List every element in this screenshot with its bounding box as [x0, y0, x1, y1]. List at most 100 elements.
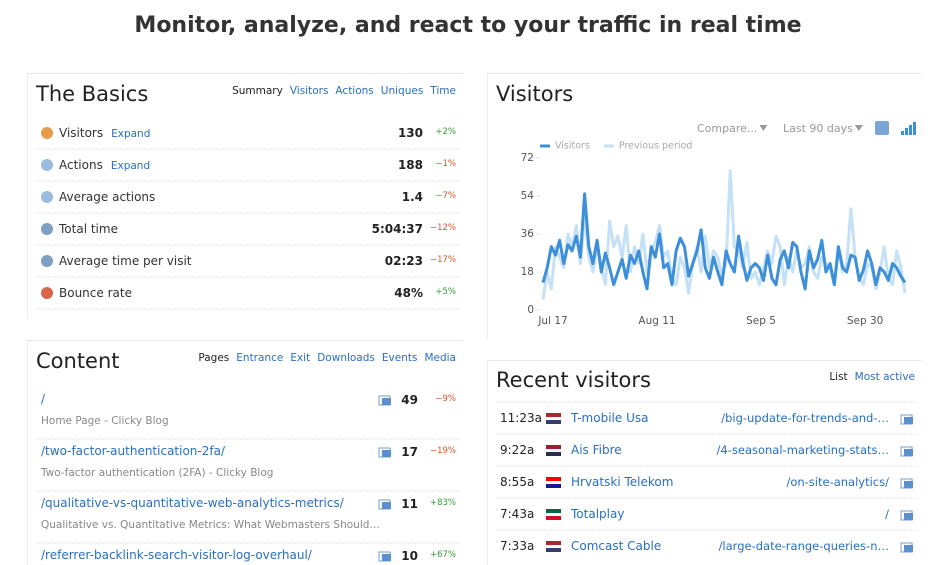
- chart-type-icon: [913, 122, 916, 135]
- export-icon: [875, 121, 889, 135]
- visitor-name[interactable]: T-mobile Usa: [571, 411, 649, 425]
- row-change: −19%: [429, 446, 456, 456]
- row-change: −1%: [435, 159, 456, 169]
- expand-link[interactable]: Expand: [111, 128, 151, 140]
- y-tick-label: 36: [521, 228, 535, 240]
- tab[interactable]: Visitors: [289, 85, 329, 97]
- tab[interactable]: Events: [381, 352, 418, 364]
- visitor-page[interactable]: /4-seasonal-marketing-stats…: [716, 443, 889, 457]
- popup-icon: [382, 398, 391, 405]
- row-value: 17: [401, 445, 418, 459]
- visitor-page[interactable]: /big-update-for-trends-and-…: [721, 411, 889, 425]
- row-change: +2%: [435, 127, 456, 137]
- row-value: 10: [401, 549, 418, 563]
- page-link[interactable]: /two-factor-authentication-2fa/: [41, 444, 225, 458]
- row-change: +83%: [429, 498, 456, 508]
- data-line: [541, 192, 907, 291]
- page-link[interactable]: /referrer-backlink-search-visitor-log-ov…: [41, 548, 312, 562]
- legend-label: Previous period: [619, 141, 692, 152]
- tab[interactable]: Entrance: [236, 352, 284, 364]
- visit-time: 8:55a: [500, 475, 535, 489]
- data-line: [541, 169, 907, 300]
- row-value: 1.4: [401, 190, 423, 204]
- row-label: Bounce rate: [59, 286, 132, 300]
- row-icon: [41, 287, 53, 299]
- tab[interactable]: Actions: [335, 85, 374, 97]
- visitor-page[interactable]: /large-date-range-queries-n…: [718, 539, 889, 553]
- visitor-name[interactable]: Ais Fibre: [571, 443, 622, 457]
- tab[interactable]: Uniques: [380, 85, 424, 97]
- visitors-panel: [487, 73, 921, 339]
- page-link[interactable]: /: [41, 392, 46, 406]
- visit-time: 11:23a: [500, 411, 542, 425]
- flag: [546, 513, 561, 516]
- flag: [546, 445, 561, 449]
- row-value: 188: [397, 158, 423, 172]
- tab[interactable]: Most active: [854, 371, 915, 383]
- range-dropdown[interactable]: Last 90 days: [783, 122, 853, 135]
- row-change: −17%: [429, 255, 456, 265]
- row-value: 130: [397, 126, 423, 140]
- expand-link[interactable]: Expand: [110, 160, 151, 172]
- tab[interactable]: Pages: [198, 352, 230, 364]
- tab[interactable]: Exit: [290, 352, 311, 364]
- row-value: 49: [401, 393, 418, 407]
- visitor-page[interactable]: /on-site-analytics/: [786, 475, 889, 489]
- panel-title: Content: [36, 349, 120, 373]
- x-tick-label: Sep 30: [847, 315, 884, 327]
- visitor-name[interactable]: Hrvatski Telekom: [571, 475, 674, 489]
- chart-type-icon: [909, 125, 912, 135]
- flag: [546, 477, 561, 481]
- row-change: −9%: [435, 394, 456, 404]
- compare-dropdown[interactable]: Compare...: [697, 122, 758, 135]
- page-link[interactable]: /qualitative-vs-quantitative-web-analyti…: [41, 496, 344, 510]
- x-tick-label: Aug 11: [638, 315, 675, 327]
- popup-icon: [904, 449, 913, 456]
- y-tick-label: 54: [521, 190, 535, 202]
- visitor-name[interactable]: Comcast Cable: [571, 539, 662, 553]
- y-tick-label: 18: [521, 266, 534, 278]
- tab[interactable]: Time: [430, 85, 456, 97]
- row-value: 48%: [394, 286, 423, 300]
- tab[interactable]: Downloads: [317, 352, 375, 364]
- y-tick-label: 0: [527, 304, 534, 316]
- flag: [546, 548, 561, 552]
- visit-time: 7:33a: [500, 539, 535, 553]
- visit-time: 7:43a: [500, 507, 535, 521]
- popup-icon: [382, 450, 391, 457]
- tab[interactable]: List: [829, 371, 848, 383]
- recent-panel: [487, 360, 921, 565]
- y-tick-label: 72: [521, 152, 534, 164]
- tab[interactable]: Summary: [232, 85, 283, 97]
- row-icon: [41, 159, 53, 171]
- dropdown-arrow: [854, 125, 863, 131]
- flag: [546, 484, 561, 488]
- flag: [546, 420, 561, 424]
- visitor-page[interactable]: /: [885, 507, 889, 521]
- popup-icon: [904, 545, 913, 552]
- x-tick-label: Sep 5: [746, 315, 776, 327]
- flag: [546, 516, 561, 520]
- row-label: Average time per visit: [59, 254, 192, 268]
- visitor-name[interactable]: Totalplay: [571, 507, 625, 521]
- basics-panel: [27, 73, 463, 319]
- row-change: −12%: [429, 223, 456, 233]
- panel-title: Visitors: [496, 82, 574, 106]
- chart-type-icon: [901, 131, 904, 135]
- row-change: +67%: [429, 550, 456, 560]
- flag: [546, 545, 561, 548]
- chart-type-icon: [905, 128, 908, 135]
- flag: [546, 417, 561, 420]
- page-title-text: Two-factor authentication (2FA) - Clicky…: [41, 467, 274, 479]
- panel-title: The Basics: [36, 82, 149, 106]
- legend-label: Visitors: [555, 141, 590, 152]
- content-panel: [27, 340, 463, 565]
- tab[interactable]: Media: [424, 352, 456, 364]
- row-change: −7%: [435, 191, 456, 201]
- panel-title: Recent visitors: [496, 368, 651, 392]
- page-title-text: Home Page - Clicky Blog: [41, 415, 169, 427]
- popup-icon: [904, 481, 913, 488]
- popup-icon: [904, 513, 913, 520]
- flag: [546, 541, 561, 545]
